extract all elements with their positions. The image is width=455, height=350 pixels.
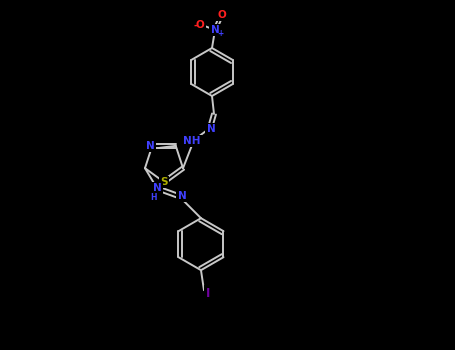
Text: N: N	[211, 25, 219, 35]
Text: O: O	[196, 20, 204, 30]
Text: N: N	[207, 124, 215, 134]
Text: +: +	[217, 28, 223, 37]
Text: N: N	[152, 183, 162, 193]
Text: I: I	[206, 287, 210, 300]
Text: N: N	[177, 191, 187, 201]
Text: O: O	[217, 10, 227, 20]
Text: H: H	[151, 193, 157, 202]
Text: NH: NH	[183, 136, 201, 146]
Text: N: N	[146, 141, 155, 151]
Text: S: S	[160, 177, 168, 187]
Text: -: -	[193, 21, 197, 31]
